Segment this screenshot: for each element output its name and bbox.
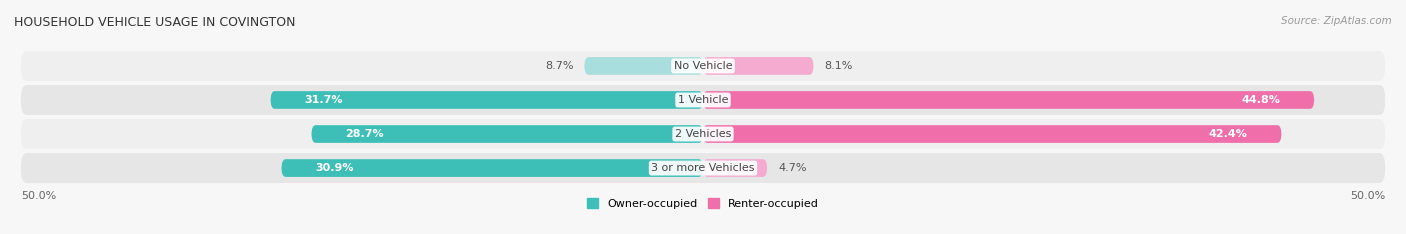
Text: 42.4%: 42.4%: [1208, 129, 1247, 139]
Text: 1 Vehicle: 1 Vehicle: [678, 95, 728, 105]
FancyBboxPatch shape: [21, 51, 1385, 81]
Text: 8.7%: 8.7%: [546, 61, 574, 71]
Text: 2 Vehicles: 2 Vehicles: [675, 129, 731, 139]
Text: 30.9%: 30.9%: [315, 163, 354, 173]
Text: Source: ZipAtlas.com: Source: ZipAtlas.com: [1281, 16, 1392, 26]
Text: 8.1%: 8.1%: [824, 61, 853, 71]
FancyBboxPatch shape: [703, 57, 814, 75]
Text: 3 or more Vehicles: 3 or more Vehicles: [651, 163, 755, 173]
FancyBboxPatch shape: [312, 125, 703, 143]
FancyBboxPatch shape: [585, 57, 703, 75]
FancyBboxPatch shape: [703, 91, 1315, 109]
Text: No Vehicle: No Vehicle: [673, 61, 733, 71]
FancyBboxPatch shape: [270, 91, 703, 109]
Text: 50.0%: 50.0%: [21, 191, 56, 201]
FancyBboxPatch shape: [21, 85, 1385, 115]
Text: 44.8%: 44.8%: [1241, 95, 1279, 105]
Legend: Owner-occupied, Renter-occupied: Owner-occupied, Renter-occupied: [582, 194, 824, 213]
FancyBboxPatch shape: [703, 159, 768, 177]
Text: HOUSEHOLD VEHICLE USAGE IN COVINGTON: HOUSEHOLD VEHICLE USAGE IN COVINGTON: [14, 16, 295, 29]
FancyBboxPatch shape: [703, 125, 1281, 143]
FancyBboxPatch shape: [281, 159, 703, 177]
FancyBboxPatch shape: [21, 119, 1385, 149]
FancyBboxPatch shape: [21, 153, 1385, 183]
Text: 31.7%: 31.7%: [305, 95, 343, 105]
Text: 28.7%: 28.7%: [346, 129, 384, 139]
Text: 50.0%: 50.0%: [1350, 191, 1385, 201]
Text: 4.7%: 4.7%: [778, 163, 807, 173]
